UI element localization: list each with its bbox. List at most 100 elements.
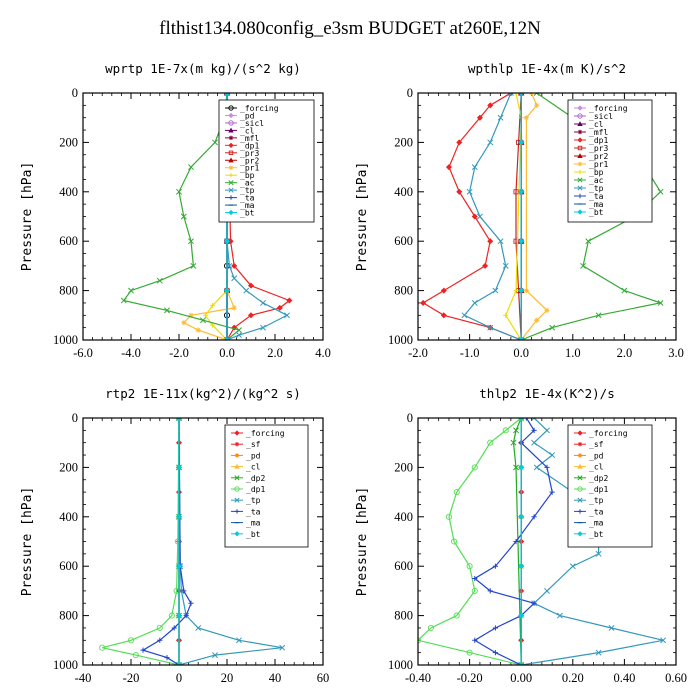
y-axis-label: Pressure [hPa] [355,487,370,597]
y-tick-label: 1000 [388,658,413,672]
data-point-bt [175,563,183,570]
data-point-ac [549,324,556,331]
legend-entry: _tp [240,186,255,195]
legend-entry: _sicl [589,112,613,121]
data-point-dp1 [286,297,293,304]
data-point-tp [224,93,230,96]
data-point-dp1 [99,644,106,651]
data-point-tp [518,662,525,665]
legend-entry: _ma [240,201,255,210]
legend: _forcing_pd_sicl_cl_mfl_dp1_pr3_pr2_pr1_… [218,99,315,223]
legend-marker [577,497,583,503]
legend-entry: _tp [589,496,604,505]
data-point-ta [472,637,478,643]
data-point-bt [518,563,525,570]
data-point-bt [175,464,183,471]
data-point-ac [164,307,170,314]
data-point-pr1 [523,288,529,294]
y-tick-label: 0 [72,86,78,100]
legend-marker [228,142,234,148]
data-point-tp [195,624,202,631]
y-tick-label: 800 [59,284,78,298]
data-point-dp1 [466,649,473,656]
data-point-dp1 [231,324,238,331]
data-point-tp [176,418,182,421]
legend-marker [577,486,583,492]
legend-marker [228,187,234,193]
legend-marker [577,145,583,151]
x-tick-label: -4.0 [121,346,141,360]
y-tick-label: 800 [394,609,413,623]
data-point-ta [140,647,146,653]
data-point-tp [236,332,242,339]
x-tick-label: -2.0 [408,346,428,360]
data-point-dp1 [471,587,478,594]
data-point-dp1 [168,612,175,619]
data-point-ac [236,327,242,334]
y-tick-label: 1000 [53,658,78,672]
x-tick-label: -6.0 [73,346,93,360]
data-point-bt [518,612,525,619]
data-point-tp [284,312,290,319]
data-point-ta [492,563,498,569]
data-point-ta [513,538,519,545]
legend-entry: _ac [589,176,604,185]
legend-entry: _ma [246,519,261,528]
legend-entry: _pd [240,111,255,120]
x-tick-label: -1.0 [460,346,480,360]
y-axis-label: Pressure [hPa] [355,162,370,272]
data-point-pr1 [231,305,237,311]
panel-2: wpthlp 1E-4x(m K)/s^2 Pressure [hPa] -2.0 -… [355,61,684,360]
legend-marker [577,430,583,436]
x-tick-label: 0.0 [513,346,529,360]
legend-marker [577,105,583,111]
legend-entry: _cl [246,463,261,472]
data-point-dp1 [487,238,494,245]
legend-marker [228,112,234,119]
data-point-tp [502,262,509,269]
data-point-bt [175,661,183,665]
series-line-ta [473,418,553,665]
data-point-dp1 [456,188,463,195]
data-point-tp [556,612,563,619]
legend-marker [577,209,583,215]
data-point-dp1 [247,282,255,289]
legend-marker [577,177,583,183]
data-point-dp1 [451,538,458,545]
y-tick-label: 200 [59,460,78,474]
plot-frame [417,417,677,666]
y-tick-label: 1000 [53,333,78,347]
data-point-tp [569,563,576,570]
legend-marker [228,180,234,186]
data-point-tp [507,93,514,96]
data-point-tp [212,652,218,659]
legend-entry: _ta [246,507,261,516]
legend-entry: _dp1 [240,141,259,150]
x-tick-label: -2.0 [169,346,189,360]
data-point-dp1 [440,312,447,319]
data-point-ta [472,575,478,582]
x-tick-label: 0.40 [613,671,635,685]
legend-entry: _sf [246,440,261,449]
legend-marker [228,173,234,178]
legend-box [224,424,309,548]
data-point-dp1 [453,612,460,619]
x-tick-label: -40 [75,671,92,685]
data-point-bt [175,418,183,422]
legend-entry: _forcing [240,104,279,113]
data-point-tp [260,299,266,306]
series-line-dp1 [422,93,522,340]
data-point-bt [223,336,231,340]
y-tick-label: 400 [59,185,78,199]
data-point-pr1 [534,317,540,323]
data-point-bp [513,93,519,96]
legend-entry: _bt [589,530,604,539]
data-point-tp [533,464,540,471]
data-point-tp [487,139,494,146]
data-point-ac [533,93,540,96]
plot-area [418,418,667,665]
data-point-dp1 [453,489,460,496]
legend-marker [577,531,583,537]
data-point-ac [580,262,587,269]
